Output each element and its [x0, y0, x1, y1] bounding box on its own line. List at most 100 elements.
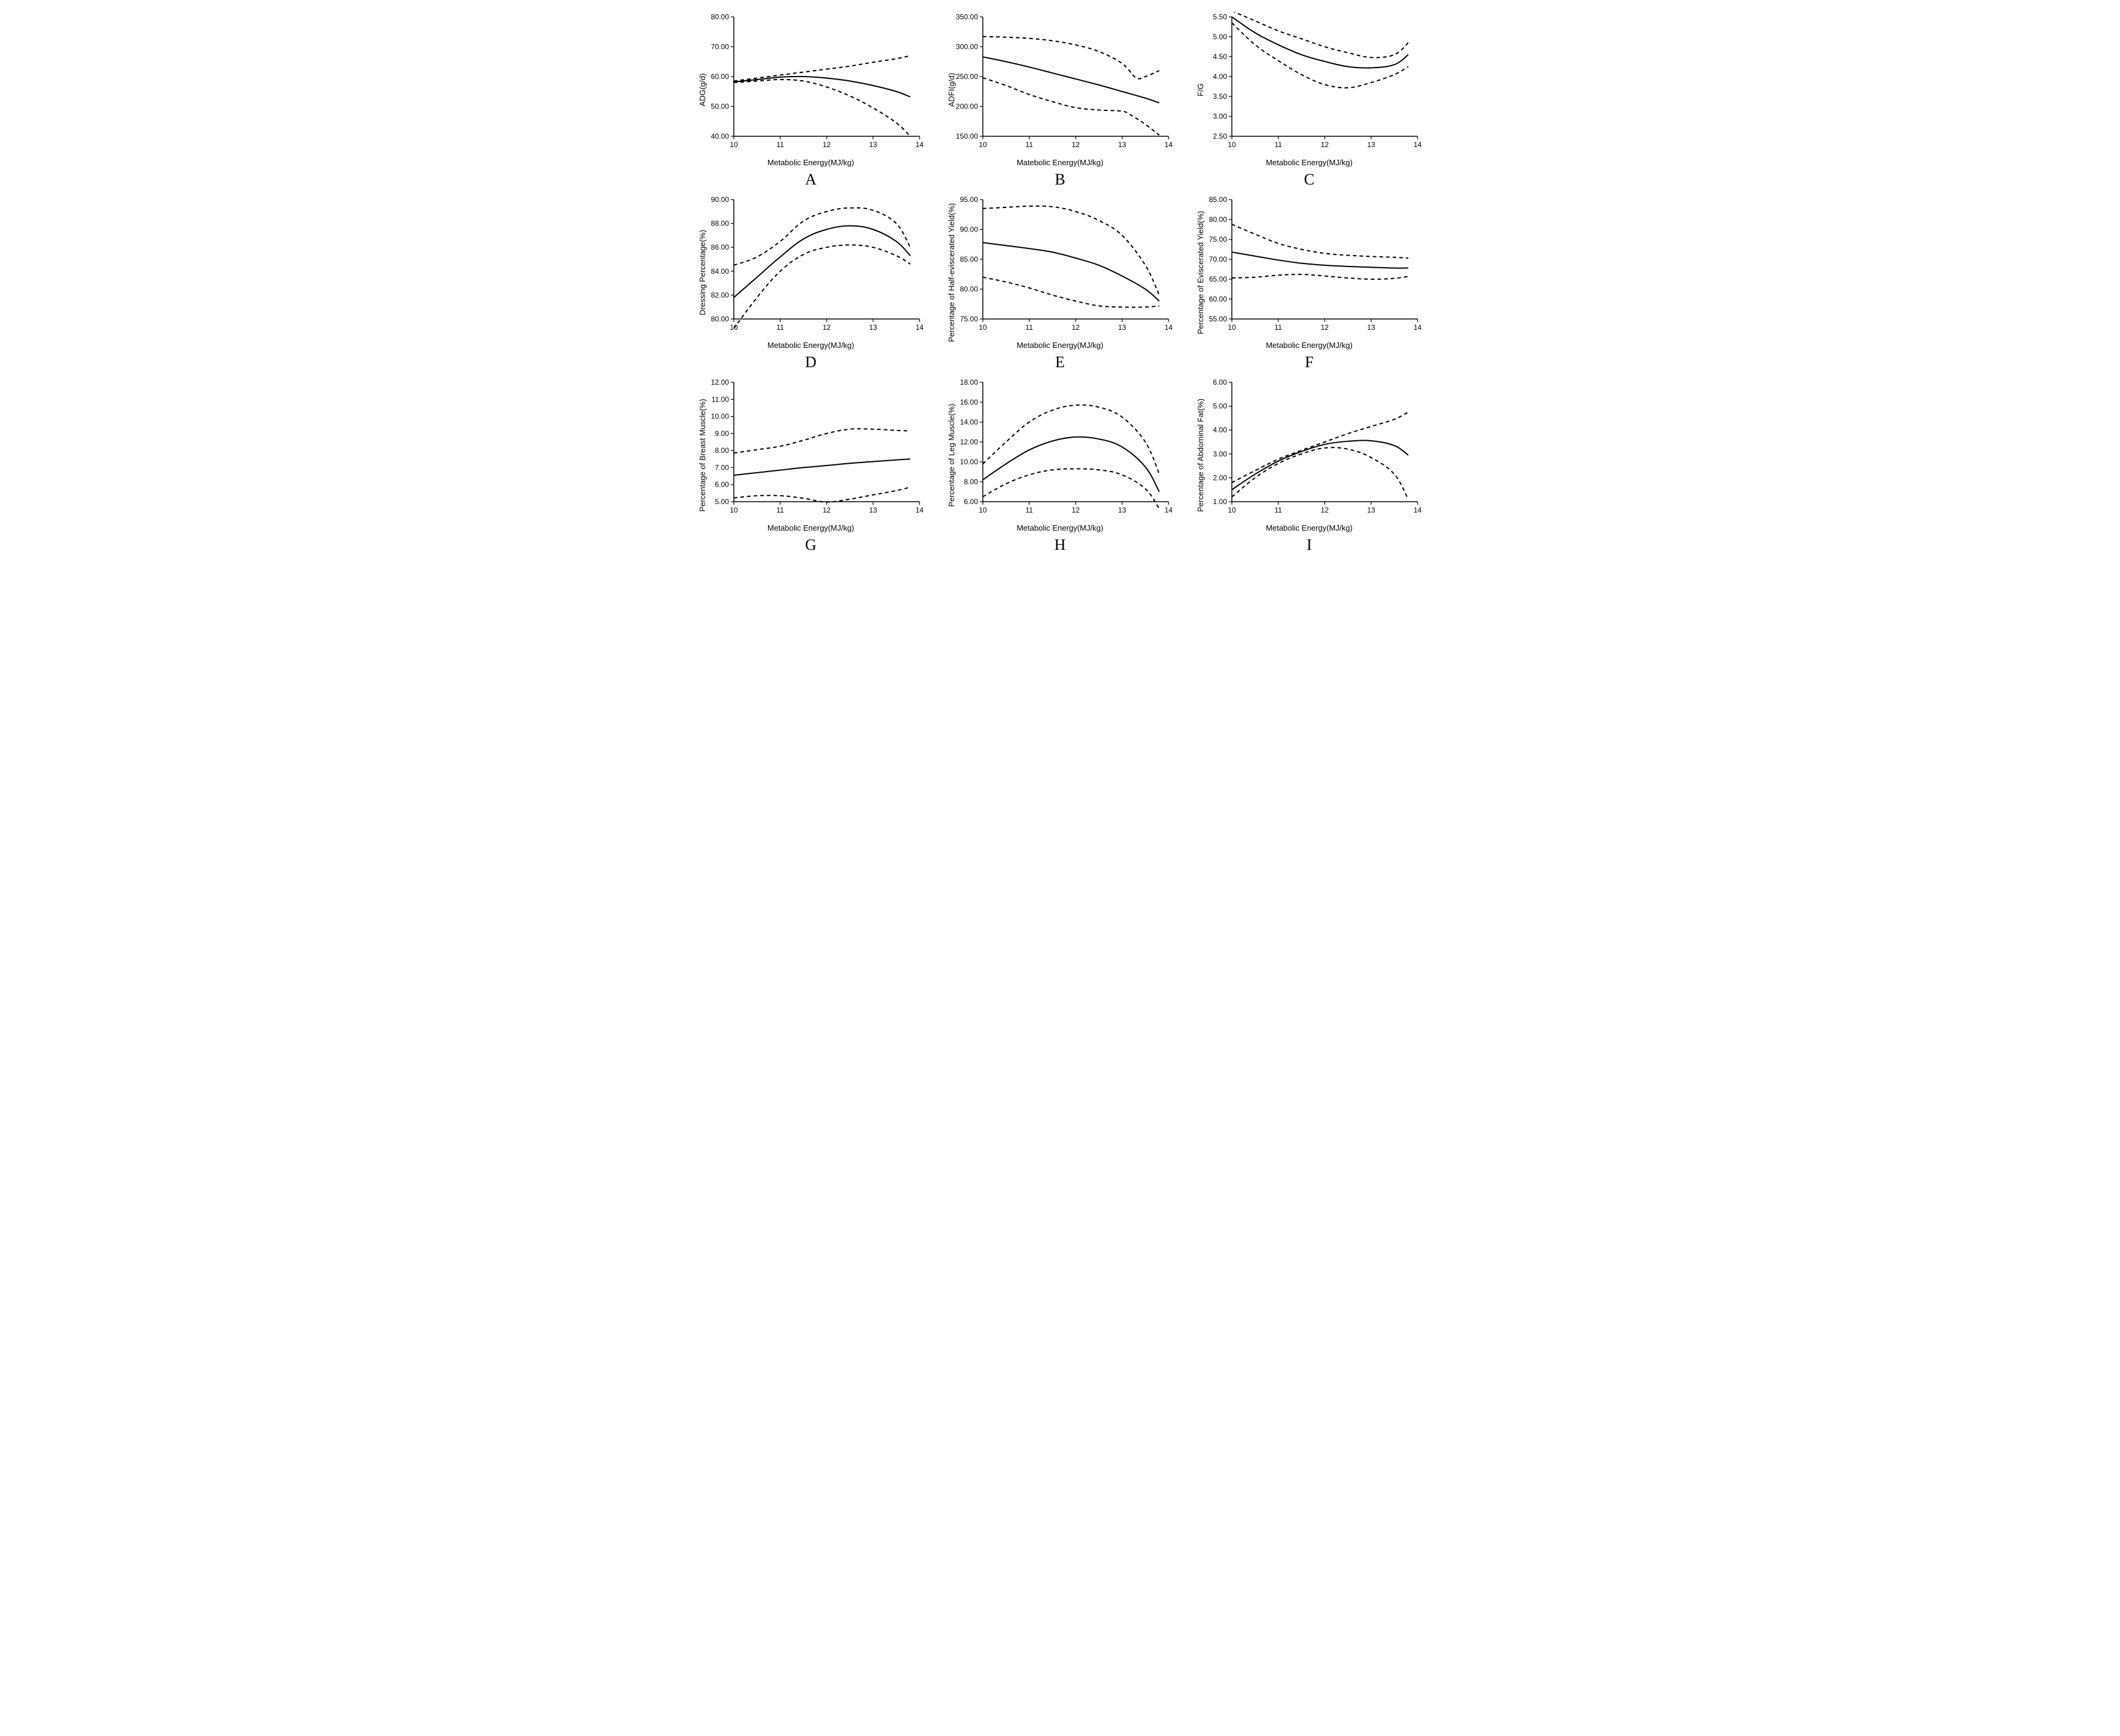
- y-tick-label: 90.00: [711, 195, 729, 204]
- x-tick-label: 13: [1368, 506, 1376, 514]
- x-tick-label: 14: [915, 323, 924, 332]
- x-tick-label: 11: [1026, 506, 1033, 514]
- y-tick-label: 3.00: [1213, 112, 1228, 121]
- y-tick-label: 200.00: [956, 103, 978, 111]
- y-tick-label: 5.00: [1213, 33, 1228, 41]
- chart-grid: ADG(g/d)40.0050.0060.0070.0080.001011121…: [692, 12, 1428, 554]
- chart-C: F/G2.503.003.504.004.505.005.50101112131…: [1194, 12, 1424, 167]
- mid-line: [983, 57, 1159, 103]
- panel-letter: D: [805, 353, 816, 371]
- x-tick-label: 10: [730, 140, 738, 149]
- x-tick-label: 11: [1026, 323, 1033, 332]
- x-tick-label: 14: [1414, 506, 1422, 514]
- chart-B: ADFI(g/d)150.00200.00250.00300.00350.001…: [945, 12, 1175, 167]
- y-tick-label: 2.50: [1213, 132, 1228, 140]
- panel-G: Percentage of Breast Muscle(%)5.006.007.…: [692, 377, 929, 554]
- y-tick-label: 6.00: [964, 497, 979, 506]
- y-tick-label: 85.00: [960, 255, 978, 264]
- y-tick-label: 60.00: [1209, 295, 1227, 303]
- x-axis-title: Metabolic Energy(MJ/kg): [945, 523, 1175, 532]
- y-tick-label: 12.00: [711, 378, 729, 387]
- x-axis-title: Metabolic Energy(MJ/kg): [696, 523, 926, 532]
- x-tick-label: 14: [1414, 140, 1422, 149]
- x-tick-label: 11: [776, 140, 784, 149]
- panel-B: ADFI(g/d)150.00200.00250.00300.00350.001…: [941, 12, 1178, 189]
- x-tick-label: 11: [1275, 140, 1282, 149]
- y-tick-label: 84.00: [711, 267, 729, 276]
- y-tick-label: 3.50: [1213, 92, 1228, 101]
- chart-svg: 2.503.003.504.004.505.005.501011121314: [1194, 12, 1424, 157]
- y-axis-title: ADFI(g/d): [947, 72, 956, 106]
- y-tick-label: 80.00: [960, 285, 978, 294]
- x-tick-label: 11: [776, 506, 784, 514]
- x-tick-label: 13: [1118, 323, 1126, 332]
- y-tick-label: 80.00: [711, 315, 729, 323]
- chart-I: Percentage of Abdominal Fat(%)1.002.003.…: [1194, 377, 1424, 532]
- y-tick-label: 5.00: [715, 497, 729, 506]
- panel-E: Percentage of Half-eviscerated Yield(%) 7…: [941, 195, 1178, 371]
- chart-E: Percentage of Half-eviscerated Yield(%) 7…: [945, 195, 1175, 350]
- x-tick-label: 10: [979, 323, 987, 332]
- mid-line: [734, 226, 910, 298]
- x-tick-label: 10: [979, 506, 987, 514]
- y-axis-title: F/G: [1196, 83, 1205, 96]
- x-tick-label: 10: [979, 140, 987, 149]
- panel-letter: H: [1055, 536, 1066, 554]
- panel-letter: A: [805, 171, 816, 189]
- x-axis-title: Metabolic Energy(MJ/kg): [696, 341, 926, 350]
- y-tick-label: 7.00: [715, 463, 729, 472]
- y-tick-label: 12.00: [960, 438, 978, 446]
- y-tick-label: 300.00: [956, 43, 978, 51]
- ci-lower: [983, 78, 1159, 135]
- y-tick-label: 86.00: [711, 243, 729, 251]
- y-tick-label: 10.00: [711, 412, 729, 421]
- y-tick-label: 75.00: [1209, 235, 1227, 244]
- x-tick-label: 14: [1414, 323, 1422, 332]
- x-tick-label: 12: [1071, 506, 1080, 514]
- x-tick-label: 14: [915, 506, 924, 514]
- y-tick-label: 8.00: [715, 446, 729, 455]
- y-tick-label: 75.00: [960, 315, 978, 323]
- panel-letter: E: [1055, 353, 1065, 371]
- ci-upper: [734, 208, 910, 265]
- y-tick-label: 6.00: [1213, 378, 1228, 387]
- x-tick-label: 12: [822, 323, 831, 332]
- panel-F: Percentage of Eviscerated Yield(%)55.006…: [1191, 195, 1428, 371]
- chart-F: Percentage of Eviscerated Yield(%)55.006…: [1194, 195, 1424, 350]
- mid-line: [734, 77, 910, 97]
- y-tick-label: 60.00: [711, 72, 729, 81]
- ci-lower: [1232, 274, 1409, 279]
- x-tick-label: 12: [1071, 140, 1080, 149]
- chart-svg: 80.0082.0084.0086.0088.0090.001011121314: [696, 195, 926, 339]
- y-tick-label: 3.00: [1213, 450, 1228, 458]
- x-tick-label: 13: [1368, 140, 1376, 149]
- y-axis-title: Percentage of Leg Muscle(%): [947, 403, 956, 507]
- y-tick-label: 8.00: [964, 478, 979, 486]
- x-tick-label: 14: [915, 140, 924, 149]
- x-tick-label: 12: [822, 506, 831, 514]
- y-axis-title: Percentage of Half-eviscerated Yield(%): [947, 203, 956, 342]
- y-axis-title: ADG(g/d): [698, 73, 707, 106]
- panel-C: F/G2.503.003.504.004.505.005.50101112131…: [1191, 12, 1428, 189]
- panel-letter: G: [805, 536, 816, 554]
- mid-line: [1232, 17, 1409, 68]
- chart-A: ADG(g/d)40.0050.0060.0070.0080.001011121…: [696, 12, 926, 167]
- chart-H: Percentage of Leg Muscle(%)6.008.0010.00…: [945, 377, 1175, 532]
- panel-letter: C: [1304, 171, 1314, 189]
- y-axis-title: Percentage of Breast Muscle(%): [698, 399, 707, 511]
- chart-svg: 150.00200.00250.00300.00350.001011121314: [945, 12, 1175, 157]
- chart-svg: 75.0080.0085.0090.0095.001011121314: [945, 195, 1175, 339]
- y-tick-label: 80.00: [1209, 215, 1227, 224]
- y-tick-label: 40.00: [711, 132, 729, 140]
- x-tick-label: 14: [1164, 140, 1173, 149]
- chart-G: Percentage of Breast Muscle(%)5.006.007.…: [696, 377, 926, 532]
- x-tick-label: 12: [822, 140, 831, 149]
- y-tick-label: 18.00: [960, 378, 978, 387]
- panel-D: Dressing Percentage(%)80.0082.0084.0086.…: [692, 195, 929, 371]
- y-tick-label: 150.00: [956, 132, 978, 140]
- ci-lower: [983, 469, 1159, 509]
- x-tick-label: 10: [1228, 506, 1237, 514]
- ci-lower: [1232, 447, 1409, 499]
- mid-line: [734, 459, 910, 475]
- y-tick-label: 70.00: [1209, 255, 1227, 264]
